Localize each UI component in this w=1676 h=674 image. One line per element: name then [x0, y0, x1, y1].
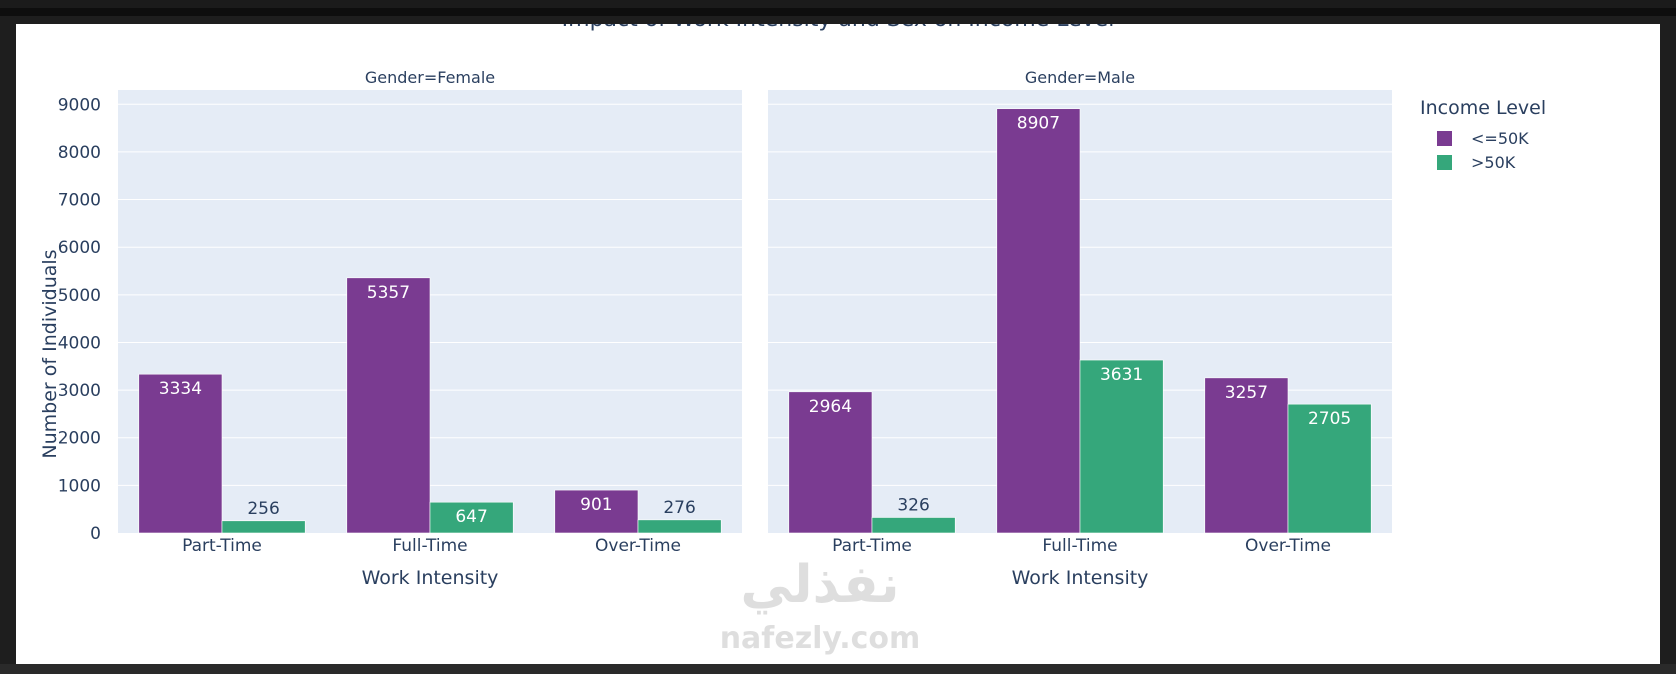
facet-title: Gender=Female: [365, 68, 495, 87]
data-label: 2964: [809, 397, 852, 417]
facet-title: Gender=Male: [1025, 68, 1135, 87]
bar-gender-female-full-time-le50k: [346, 277, 431, 534]
legend-title: Income Level: [1420, 97, 1546, 119]
bar-gender-female-part-time-gt50k: [221, 520, 306, 534]
data-label: 276: [663, 498, 695, 518]
data-label: 3257: [1225, 383, 1268, 403]
data-label: 2705: [1308, 409, 1351, 429]
x-tick-label: Full-Time: [392, 536, 467, 556]
facet-gender-female: Gender=Female 3334 256 Part-Time 5357 647 Full…: [118, 68, 742, 589]
y-tick-label: 4000: [58, 333, 101, 353]
data-label: 3631: [1100, 365, 1143, 385]
x-axis-title: Work Intensity: [1012, 567, 1149, 589]
x-tick-label: Over-Time: [595, 536, 681, 556]
data-label: 647: [455, 507, 487, 527]
y-tick-label: 6000: [58, 238, 101, 258]
bar-gender-female-over-time-le50k: [554, 489, 639, 534]
y-tick-label: 5000: [58, 286, 101, 306]
watermark-latin: nafezly.com: [720, 621, 921, 656]
bar-gender-female-part-time-le50k: [138, 373, 223, 534]
legend-swatch-le50k: [1437, 131, 1452, 146]
data-label: 8907: [1017, 114, 1060, 134]
data-label: 256: [247, 499, 279, 519]
x-axis-title: Work Intensity: [362, 567, 499, 589]
y-tick-label: 1000: [58, 476, 101, 496]
x-tick-label: Part-Time: [832, 536, 912, 556]
faceted-bar-chart: Impact of Work Intensity and Sex on Inco…: [39, 24, 1546, 656]
watermark-arabic: نفذلي: [740, 555, 899, 615]
watermark: نفذلي nafezly.com: [720, 555, 921, 656]
bar-gender-male-part-time-gt50k: [871, 517, 956, 534]
y-tick-label: 2000: [58, 429, 101, 449]
data-label: 326: [897, 495, 929, 515]
facet-gender-male: Gender=Male 2964 326 Part-Time 8907 3631 Full-…: [768, 68, 1392, 589]
data-label: 901: [580, 495, 612, 515]
y-tick-label: 9000: [58, 95, 101, 115]
y-axis-title: Number of Individuals: [39, 249, 61, 458]
data-label: 3334: [159, 379, 202, 399]
legend-swatch-gt50k: [1437, 155, 1452, 170]
x-tick-label: Over-Time: [1245, 536, 1331, 556]
data-label: 5357: [367, 283, 410, 303]
bar-gender-female-over-time-gt50k: [637, 519, 722, 534]
bar-gender-male-full-time-gt50k: [1079, 359, 1164, 534]
bar-gender-male-over-time-gt50k: [1287, 403, 1372, 534]
window-top-bar: [0, 0, 1676, 16]
chart-title: Impact of Work Intensity and Sex on Inco…: [562, 24, 1115, 32]
chart-frame: Impact of Work Intensity and Sex on Inco…: [16, 24, 1660, 664]
legend-entry-le50k: <=50K: [1471, 129, 1529, 148]
y-tick-label: 3000: [58, 381, 101, 401]
y-tick-label: 0: [90, 524, 101, 544]
bar-gender-male-part-time-le50k: [788, 391, 873, 534]
window-bottom-bar: [0, 664, 1676, 674]
legend: Income Level <=50K >50K: [1420, 97, 1546, 172]
bar-gender-female-full-time-gt50k: [429, 501, 514, 534]
legend-entry-gt50k: >50K: [1471, 153, 1516, 172]
x-tick-label: Full-Time: [1042, 536, 1117, 556]
x-tick-label: Part-Time: [182, 536, 262, 556]
y-tick-label: 8000: [58, 143, 101, 163]
bar-gender-male-full-time-le50k: [996, 108, 1081, 534]
y-tick-label: 7000: [58, 191, 101, 211]
